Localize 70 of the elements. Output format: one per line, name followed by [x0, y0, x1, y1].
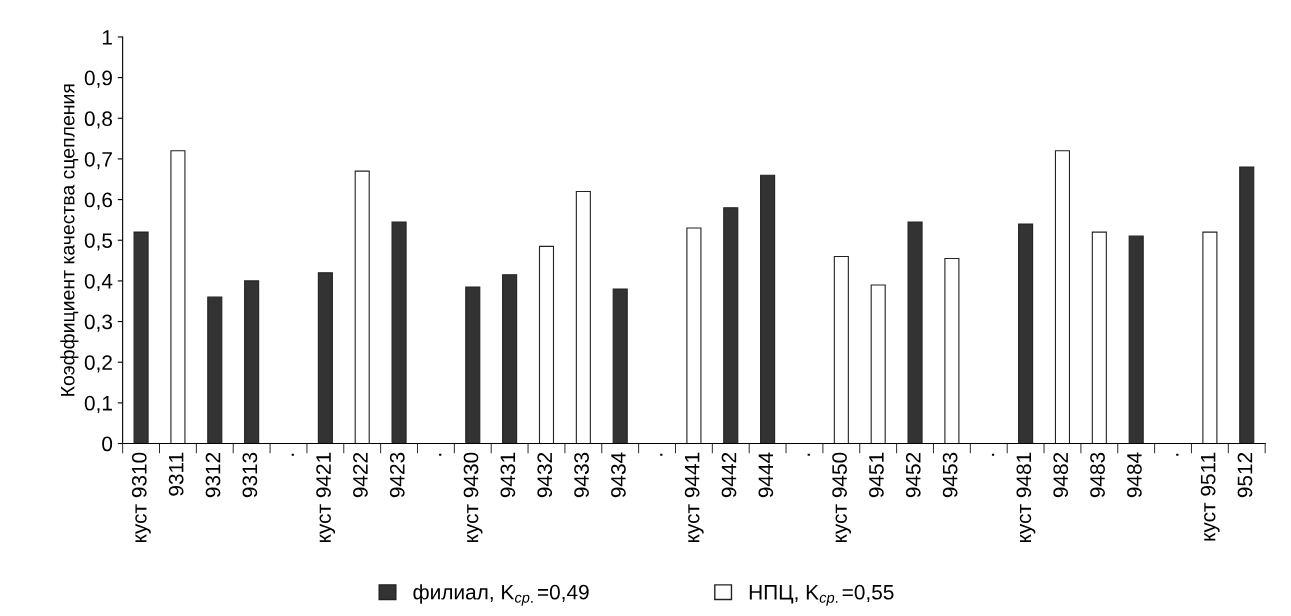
bar — [907, 221, 923, 444]
x-tick-label: 9451 — [869, 452, 884, 498]
x-tick-label: куст 9430 — [463, 452, 483, 543]
x-tick-label: 9313 — [242, 452, 258, 498]
bar — [207, 296, 223, 444]
x-tick-label: 9452 — [905, 452, 921, 498]
x-tick-label: куст 9511 — [1200, 452, 1220, 541]
bar — [575, 190, 591, 444]
x-tick-label: 9422 — [353, 452, 368, 498]
x-tick-label: куст 9310 — [131, 452, 151, 543]
legend-label: филиал, K$_{ср.}$=0,49 — [413, 584, 589, 606]
x-tick-label: 9432 — [537, 452, 553, 498]
y-axis-title: Коэффициент качества сцепления — [60, 84, 79, 396]
x-tick-label: куст 9450 — [832, 452, 852, 543]
y-tick-label: 0,2 — [84, 355, 112, 373]
bar — [1239, 166, 1255, 444]
x-tick-label: 9442 — [721, 452, 737, 498]
x-tick-label: куст 9441 — [684, 452, 704, 543]
x-tick-label: куст 9421 — [316, 452, 336, 543]
y-tick-label: 0,9 — [84, 70, 112, 88]
bar — [870, 284, 886, 444]
bar — [465, 286, 481, 444]
x-tick-label: 9434 — [611, 452, 626, 498]
x-tick-label: . — [1176, 453, 1179, 456]
bar — [538, 245, 555, 444]
bar — [1128, 235, 1144, 444]
x-tick-label: куст 9481 — [1016, 452, 1036, 543]
bar — [1054, 150, 1071, 444]
x-tick-label: 9482 — [1053, 452, 1069, 498]
bar — [1018, 223, 1034, 444]
y-tick-label: 0,8 — [84, 111, 113, 129]
x-tick-label: 9423 — [389, 452, 405, 498]
y-tick-label: 1 — [102, 30, 112, 45]
bar — [1091, 231, 1107, 444]
bar — [944, 257, 960, 444]
y-tick-label: 0,1 — [84, 395, 112, 414]
x-tick-label: 9444 — [758, 452, 774, 498]
bar — [170, 150, 186, 444]
x-tick-label: 9484 — [1127, 452, 1142, 498]
bar — [244, 280, 260, 444]
x-tick-label: . — [807, 453, 810, 456]
bar — [760, 174, 776, 444]
bar — [686, 227, 702, 444]
bar — [502, 274, 518, 444]
legend-label: НПЦ, K$_{ср.}$=0,55 — [749, 584, 894, 606]
y-tick-label: 0,3 — [84, 314, 113, 332]
y-tick-label: 0,7 — [84, 151, 112, 170]
x-tick-label: 9312 — [205, 452, 221, 498]
y-tick-label: 0,6 — [84, 192, 113, 210]
x-tick-label: . — [439, 453, 442, 456]
x-tick-label: 9483 — [1090, 452, 1105, 498]
x-tick-label: 9433 — [574, 452, 589, 498]
bar — [612, 288, 628, 444]
bar — [723, 207, 739, 444]
bar — [391, 221, 407, 444]
x-tick-label: . — [660, 453, 663, 456]
y-tick-label: 0,4 — [84, 273, 113, 292]
bar — [354, 170, 370, 444]
bar — [833, 255, 849, 444]
x-tick-label: . — [991, 453, 995, 456]
x-tick-label: 9311 — [168, 452, 184, 496]
y-tick-label: 0 — [102, 436, 113, 452]
x-tick-label: 9512 — [1237, 452, 1253, 498]
y-tick-label: 0,5 — [84, 233, 113, 251]
x-tick-label: . — [291, 453, 294, 456]
bar — [133, 231, 149, 444]
bar — [317, 272, 333, 444]
x-tick-label: 9453 — [942, 452, 958, 498]
bar — [1202, 231, 1218, 444]
x-tick-label: 9431 — [500, 452, 516, 498]
